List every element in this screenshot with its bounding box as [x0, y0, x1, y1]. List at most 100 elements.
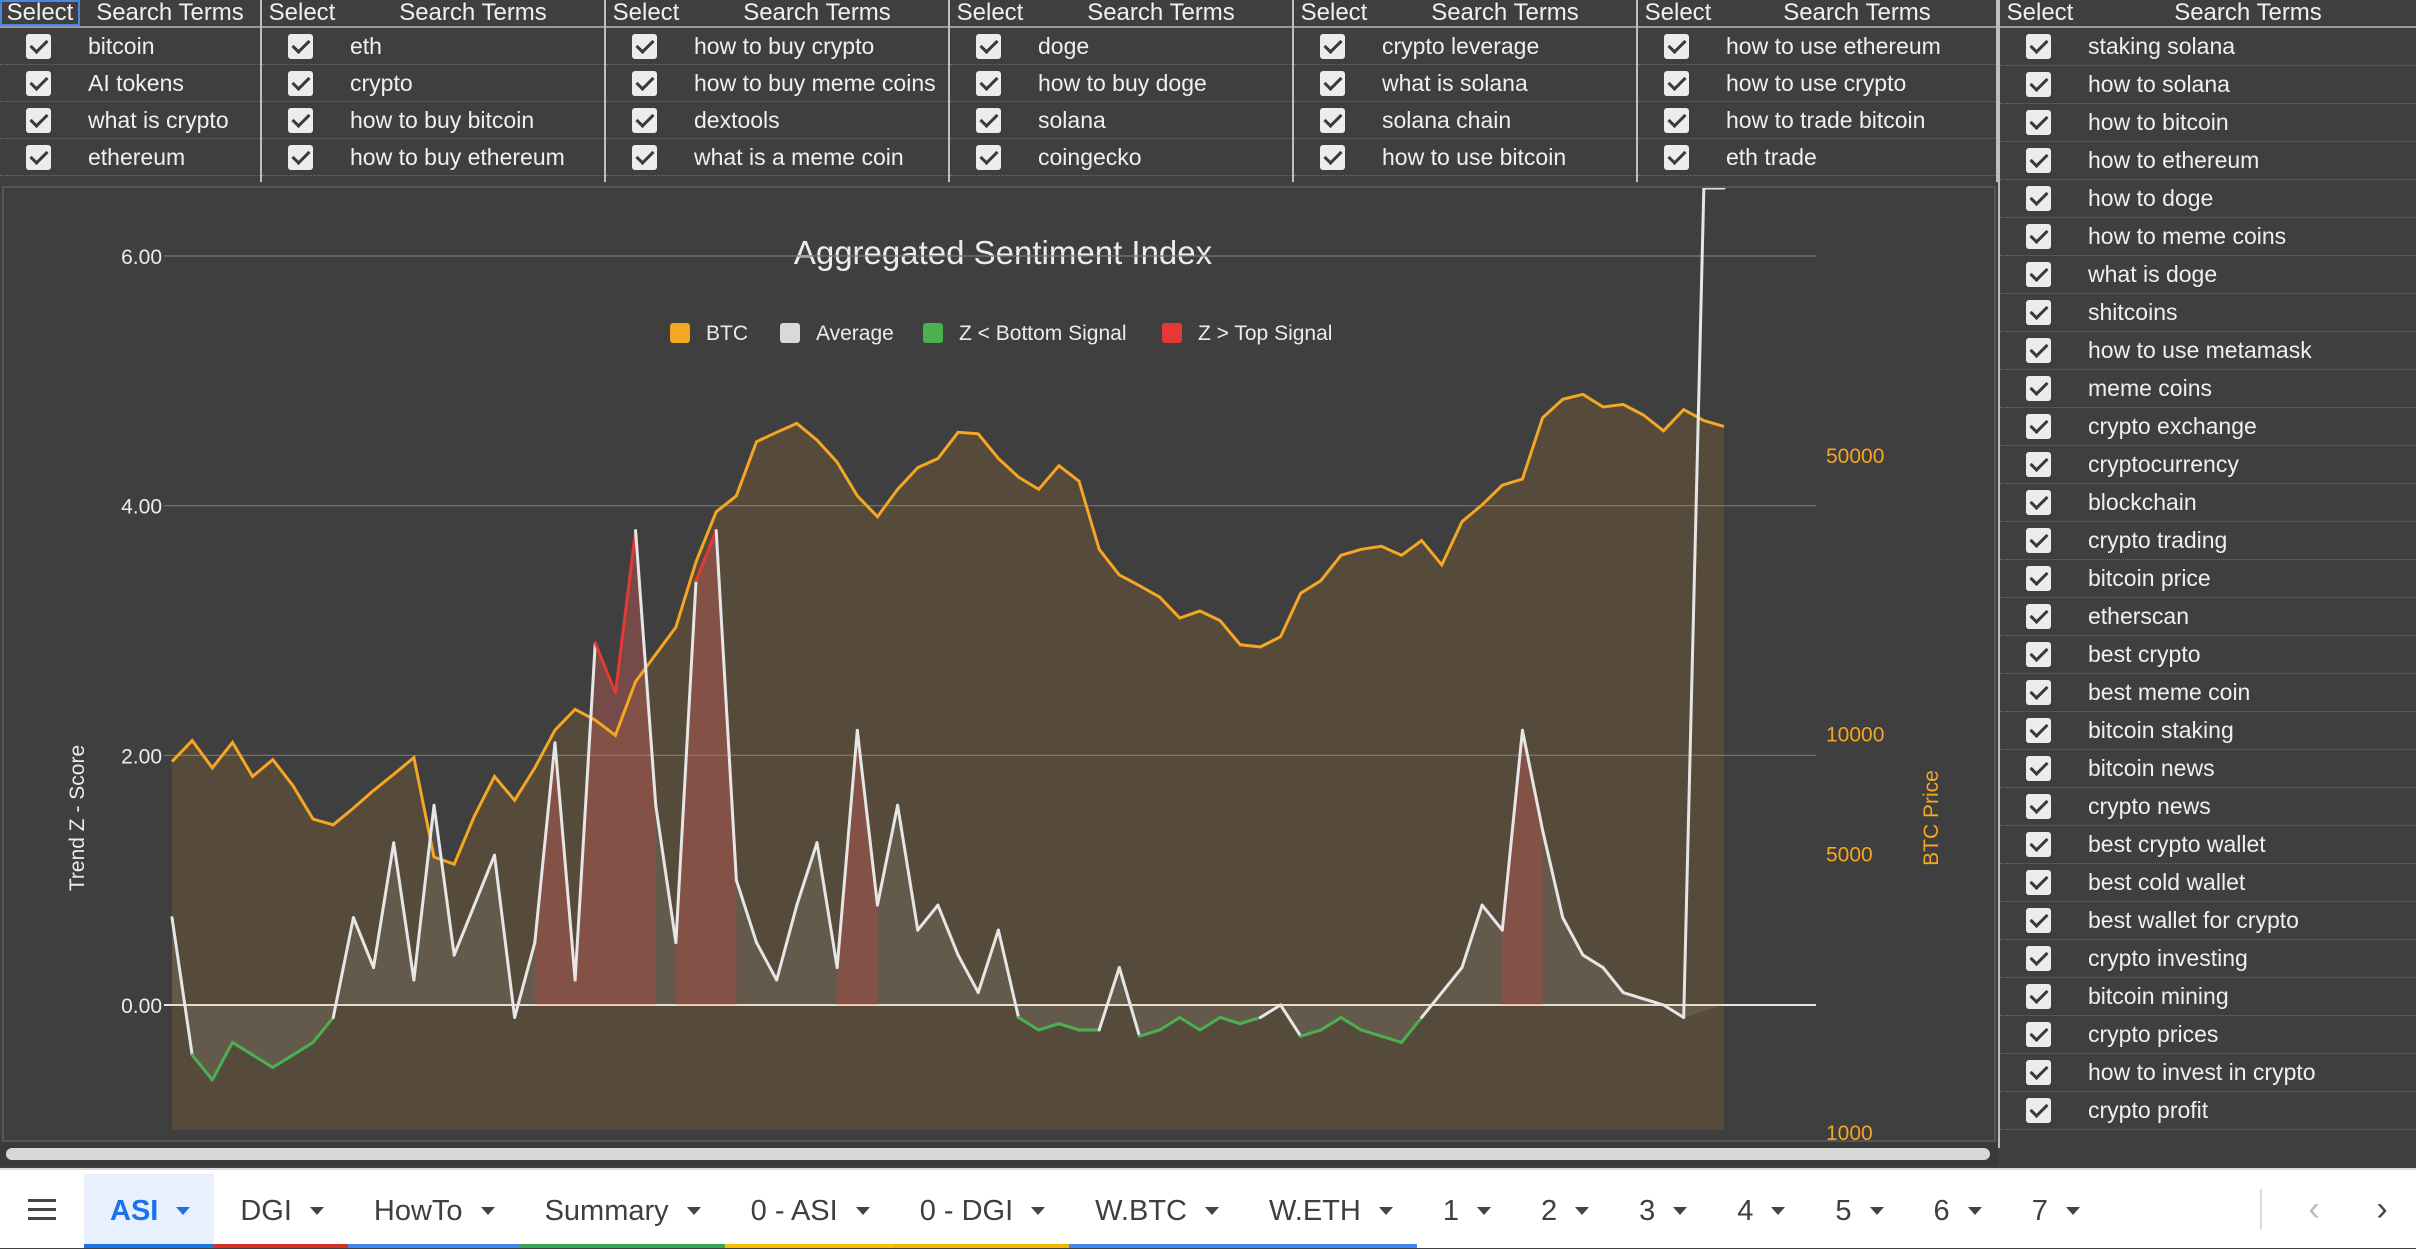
select-checkbox[interactable] — [976, 70, 1001, 96]
select-checkbox[interactable] — [976, 144, 1001, 170]
select-checkbox[interactable] — [632, 33, 657, 59]
select-checkbox[interactable] — [2026, 642, 2051, 667]
all-sheets-menu-icon[interactable] — [0, 1169, 84, 1249]
select-checkbox[interactable] — [2026, 908, 2051, 933]
select-checkbox[interactable] — [2026, 870, 2051, 895]
select-checkbox[interactable] — [2026, 832, 2051, 857]
select-header[interactable]: Select — [268, 0, 336, 26]
tab-menu-caret-icon[interactable] — [1476, 1207, 1491, 1215]
sheet-tab[interactable]: 7 — [2006, 1174, 2104, 1248]
select-checkbox[interactable] — [976, 107, 1001, 133]
select-checkbox[interactable] — [1320, 33, 1345, 59]
select-checkbox[interactable] — [26, 70, 51, 96]
select-checkbox[interactable] — [2026, 756, 2051, 781]
next-sheet-icon[interactable]: › — [2376, 1189, 2388, 1228]
tab-menu-caret-icon[interactable] — [1967, 1207, 1982, 1215]
tab-menu-caret-icon[interactable] — [1771, 1207, 1786, 1215]
select-checkbox[interactable] — [2026, 680, 2051, 705]
select-checkbox[interactable] — [2026, 452, 2051, 477]
select-header[interactable]: Select — [0, 0, 80, 26]
sheet-tab[interactable]: 4 — [1711, 1174, 1809, 1248]
select-checkbox[interactable] — [2026, 566, 2051, 591]
select-header[interactable]: Select — [1644, 0, 1712, 26]
select-checkbox[interactable] — [288, 70, 313, 96]
sheet-tab[interactable]: 3 — [1613, 1174, 1711, 1248]
sheet-tab[interactable]: Summary — [518, 1174, 725, 1248]
sheet-tab[interactable]: HowTo — [347, 1174, 519, 1248]
search-term-label: how to use bitcoin — [1382, 143, 1567, 170]
select-checkbox[interactable] — [288, 107, 313, 133]
tab-menu-caret-icon[interactable] — [176, 1207, 191, 1215]
select-checkbox[interactable] — [2026, 376, 2051, 401]
select-checkbox[interactable] — [2026, 984, 2051, 1009]
sheet-tab[interactable]: 1 — [1417, 1174, 1515, 1248]
select-checkbox[interactable] — [2026, 1098, 2051, 1123]
prev-sheet-icon[interactable]: ‹ — [2308, 1189, 2320, 1228]
select-checkbox[interactable] — [2026, 946, 2051, 971]
select-header[interactable]: Select — [956, 0, 1024, 26]
select-checkbox[interactable] — [2026, 604, 2051, 629]
select-checkbox[interactable] — [632, 144, 657, 170]
select-checkbox[interactable] — [2026, 1060, 2051, 1085]
sheet-tab-label: 0 - DGI — [919, 1194, 1014, 1227]
bottom-signal-segment — [210, 1040, 234, 1082]
tab-menu-caret-icon[interactable] — [855, 1207, 870, 1215]
sheet-tab[interactable]: ASI — [84, 1174, 215, 1248]
select-checkbox[interactable] — [2026, 718, 2051, 743]
select-checkbox[interactable] — [2026, 110, 2051, 135]
select-checkbox[interactable] — [2026, 794, 2051, 819]
sheet-tab[interactable]: 0 - DGI — [893, 1174, 1070, 1248]
select-checkbox[interactable] — [976, 33, 1001, 59]
select-header[interactable]: Select — [1300, 0, 1368, 26]
select-checkbox[interactable] — [26, 144, 51, 170]
select-checkbox[interactable] — [288, 144, 313, 170]
sheet-tab[interactable]: 0 - ASI — [724, 1174, 894, 1248]
select-checkbox[interactable] — [1320, 70, 1345, 96]
select-checkbox[interactable] — [2026, 34, 2051, 59]
select-checkbox[interactable] — [2026, 148, 2051, 173]
column-header: Select Search Terms — [1294, 0, 1636, 28]
select-checkbox[interactable] — [2026, 528, 2051, 553]
tab-menu-caret-icon[interactable] — [1575, 1207, 1590, 1215]
select-checkbox[interactable] — [2026, 338, 2051, 363]
sheet-tab[interactable]: W.ETH — [1243, 1174, 1417, 1248]
sheet-tab-label: 2 — [1540, 1194, 1558, 1227]
sheet-tab[interactable]: W.BTC — [1069, 1174, 1243, 1248]
select-checkbox[interactable] — [2026, 1022, 2051, 1047]
select-checkbox[interactable] — [26, 107, 51, 133]
scrollbar-thumb[interactable] — [6, 1148, 1990, 1160]
select-checkbox[interactable] — [2026, 186, 2051, 211]
select-checkbox[interactable] — [1664, 33, 1689, 59]
select-checkbox[interactable] — [1664, 144, 1689, 170]
select-checkbox[interactable] — [2026, 224, 2051, 249]
horizontal-scrollbar[interactable] — [0, 1142, 1998, 1166]
select-checkbox[interactable] — [2026, 300, 2051, 325]
tab-menu-caret-icon[interactable] — [686, 1207, 701, 1215]
select-checkbox[interactable] — [1664, 107, 1689, 133]
select-checkbox[interactable] — [2026, 490, 2051, 515]
select-checkbox[interactable] — [2026, 414, 2051, 439]
tab-menu-caret-icon[interactable] — [1673, 1207, 1688, 1215]
select-checkbox[interactable] — [2026, 72, 2051, 97]
select-header[interactable]: Select — [2006, 0, 2074, 26]
tab-menu-caret-icon[interactable] — [309, 1207, 324, 1215]
select-checkbox[interactable] — [632, 107, 657, 133]
select-header[interactable]: Select — [612, 0, 680, 26]
tab-menu-caret-icon[interactable] — [1031, 1207, 1046, 1215]
tab-menu-caret-icon[interactable] — [1205, 1207, 1219, 1215]
tab-menu-caret-icon[interactable] — [2065, 1207, 2080, 1215]
select-checkbox[interactable] — [288, 33, 313, 59]
select-checkbox[interactable] — [632, 70, 657, 96]
select-checkbox[interactable] — [26, 33, 51, 59]
select-checkbox[interactable] — [1320, 144, 1345, 170]
sheet-tab[interactable]: 6 — [1908, 1174, 2006, 1248]
sheet-tab[interactable]: 2 — [1515, 1174, 1613, 1248]
select-checkbox[interactable] — [1664, 70, 1689, 96]
tab-menu-caret-icon[interactable] — [480, 1207, 495, 1215]
sheet-tab[interactable]: DGI — [214, 1174, 348, 1248]
select-checkbox[interactable] — [2026, 262, 2051, 287]
select-checkbox[interactable] — [1320, 107, 1345, 133]
sheet-tab[interactable]: 5 — [1809, 1174, 1907, 1248]
tab-menu-caret-icon[interactable] — [1378, 1207, 1393, 1215]
tab-menu-caret-icon[interactable] — [1869, 1207, 1884, 1215]
